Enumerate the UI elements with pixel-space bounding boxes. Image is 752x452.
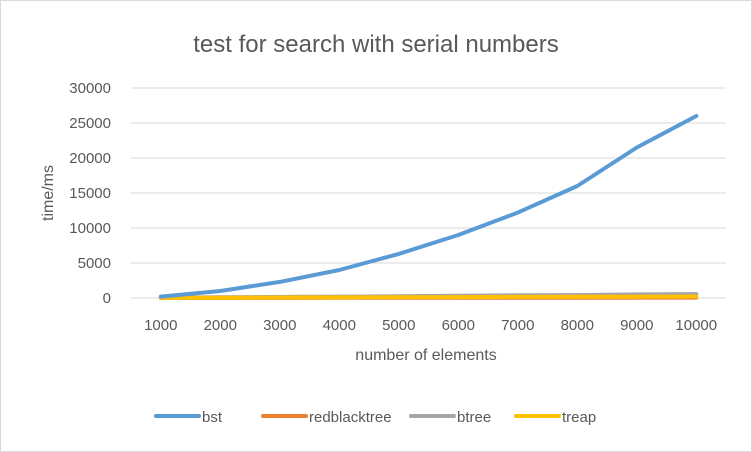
- y-axis-ticks: 0 5000 10000 15000 20000 25000 30000: [69, 80, 111, 307]
- x-tick-label: 4000: [323, 317, 356, 334]
- legend-label-btree: btree: [457, 409, 491, 426]
- x-tick-label: 1000: [144, 317, 177, 334]
- x-tick-label: 6000: [442, 317, 475, 334]
- legend-label-bst: bst: [202, 409, 223, 426]
- gridlines: [131, 87, 726, 299]
- series-line-treap: [158, 294, 699, 300]
- y-axis-title: time/ms: [40, 165, 57, 221]
- y-tick-label: 25000: [69, 115, 111, 132]
- legend-label-treap: treap: [562, 409, 596, 426]
- x-tick-label: 3000: [263, 317, 296, 334]
- series-lines: [158, 114, 699, 300]
- x-tick-label: 7000: [501, 317, 534, 334]
- y-tick-label: 15000: [69, 185, 111, 202]
- chart-title: test for search with serial numbers: [193, 31, 558, 58]
- x-tick-label: 9000: [620, 317, 653, 334]
- y-tick-label: 30000: [69, 80, 111, 97]
- x-axis-title: number of elements: [355, 347, 496, 364]
- series-line-bst: [158, 114, 699, 299]
- legend-label-redblacktree: redblacktree: [309, 409, 392, 426]
- y-tick-label: 10000: [69, 220, 111, 237]
- y-tick-label: 5000: [78, 255, 111, 272]
- legend: bst redblacktree btree treap: [154, 409, 596, 426]
- y-tick-label: 0: [103, 290, 111, 307]
- x-tick-label: 5000: [382, 317, 415, 334]
- x-axis-ticks: 1000 2000 3000 4000 5000 6000 7000 8000 9000 1000…: [144, 317, 717, 334]
- x-tick-label: 10000: [675, 317, 717, 334]
- x-tick-label: 8000: [561, 317, 594, 334]
- y-tick-label: 20000: [69, 150, 111, 167]
- x-tick-label: 2000: [204, 317, 237, 334]
